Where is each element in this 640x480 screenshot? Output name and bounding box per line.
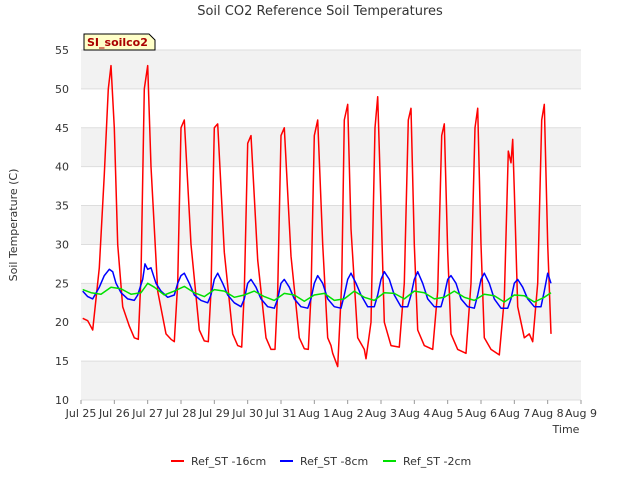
y-tick-label: 45: [55, 122, 69, 135]
y-tick-label: 10: [55, 394, 69, 407]
x-tick-label: Aug 1: [298, 407, 330, 420]
legend-item: Ref_ST -16cm: [171, 455, 266, 468]
y-axis-ticks: 10 15 20 25 30 35 40 45 50 55: [55, 44, 69, 407]
x-tick-label: Aug 4: [398, 407, 430, 420]
y-tick-label: 25: [55, 277, 69, 290]
x-tick-label: Jul 26: [98, 407, 130, 420]
grid-bands: [81, 49, 581, 401]
site-tag-label: SI_soilco2: [87, 36, 148, 49]
site-tag-box: [83, 33, 156, 51]
y-tick-label: 20: [55, 316, 69, 329]
grid-band: [81, 127, 581, 167]
x-axis-title: Time: [552, 423, 580, 436]
x-tick-label: Aug 3: [365, 407, 397, 420]
y-axis-title: Soil Temperature (C): [7, 169, 20, 282]
x-tick-label: Aug 8: [532, 407, 564, 420]
x-tick-label: Jul 28: [165, 407, 197, 420]
x-tick-label: Jul 29: [198, 407, 230, 420]
site-tag: SI_soilco2: [83, 33, 156, 51]
x-tick-label: Jul 30: [231, 407, 263, 420]
y-tick-label: 35: [55, 200, 69, 213]
x-tick-label: Aug 6: [465, 407, 497, 420]
chart-title: Soil CO2 Reference Soil Temperatures: [197, 4, 443, 19]
grid-band: [81, 166, 581, 206]
x-tick-label: Aug 5: [432, 407, 464, 420]
x-tick-label: Aug 9: [565, 407, 597, 420]
y-tick-label: 55: [55, 44, 69, 57]
series-line: [82, 282, 552, 303]
legend-label: Ref_ST -2cm: [403, 455, 471, 468]
y-tick-label: 40: [55, 161, 69, 174]
grid-band: [81, 88, 581, 128]
series-lines: [82, 64, 552, 368]
y-tick-label: 50: [55, 83, 69, 96]
series-line: [82, 263, 552, 309]
x-tick-label: Jul 25: [65, 407, 97, 420]
grid-band: [81, 244, 581, 284]
x-tick-label: Jul 31: [265, 407, 297, 420]
legend-label: Ref_ST -16cm: [191, 455, 266, 468]
grid-band: [81, 361, 581, 400]
y-tick-label: 15: [55, 355, 69, 368]
grid-band: [81, 205, 581, 245]
legend-item: Ref_ST -2cm: [383, 455, 471, 468]
x-tick-label: Jul 27: [131, 407, 163, 420]
y-tick-label: 30: [55, 238, 69, 251]
legend: Ref_ST -16cm Ref_ST -8cm Ref_ST -2cm: [171, 455, 471, 468]
legend-item: Ref_ST -8cm: [280, 455, 368, 468]
x-tick-label: Aug 2: [332, 407, 364, 420]
x-axis-ticks: Jul 25 Jul 26 Jul 27 Jul 28 Jul 29 Jul 30 Jul …: [65, 400, 597, 420]
grid-band: [81, 322, 581, 362]
x-tick-label: Aug 7: [498, 407, 530, 420]
grid-band: [81, 50, 581, 89]
legend-label: Ref_ST -8cm: [300, 455, 368, 468]
